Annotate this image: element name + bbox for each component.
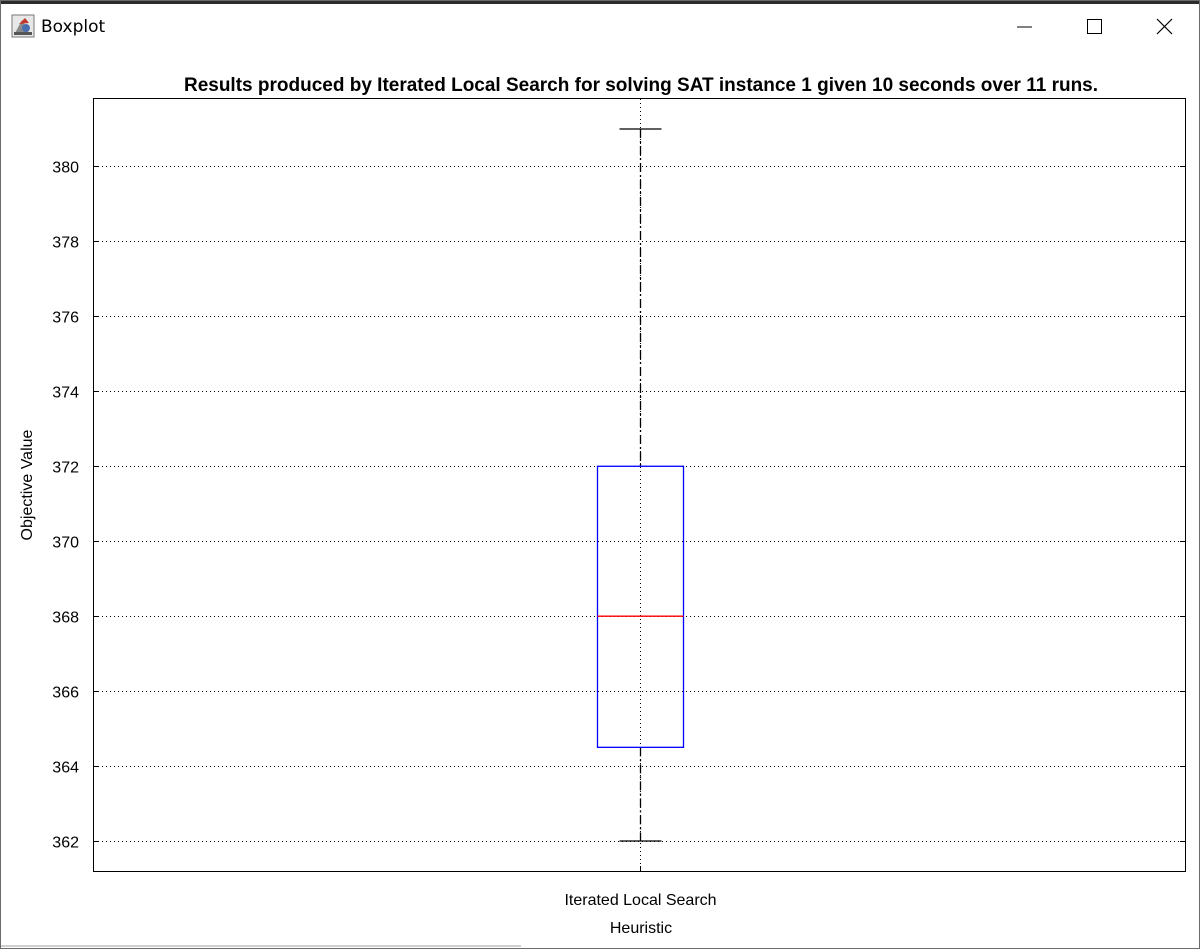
y-tick-label: 372 bbox=[52, 460, 79, 477]
y-axis-ticks: 362 364 366 368 370 372 374 376 378 380 bbox=[52, 160, 1185, 852]
y-tick-label: 370 bbox=[52, 535, 79, 552]
y-tick-label: 378 bbox=[52, 235, 79, 252]
title-bar[interactable]: Boxplot bbox=[1, 4, 1199, 48]
grid-lines bbox=[94, 99, 1185, 871]
x-axis-ticks: Iterated Local Search bbox=[564, 866, 717, 909]
boxplot-chart: Results produced by Iterated Local Searc… bbox=[19, 75, 1186, 937]
y-tick-label: 364 bbox=[52, 760, 79, 777]
chart-title: Results produced by Iterated Local Searc… bbox=[184, 75, 1098, 96]
x-axis-label: Heuristic bbox=[610, 920, 672, 937]
y-tick-label: 380 bbox=[52, 160, 79, 177]
maximize-icon bbox=[1087, 19, 1102, 34]
close-icon bbox=[1156, 18, 1173, 35]
window-title: Boxplot bbox=[41, 17, 106, 37]
close-button[interactable] bbox=[1130, 4, 1200, 48]
y-tick-label: 362 bbox=[52, 835, 79, 852]
x-tick-label: Iterated Local Search bbox=[564, 892, 716, 909]
plot-area bbox=[93, 98, 1186, 872]
maximize-button[interactable] bbox=[1060, 4, 1130, 48]
y-axis-label: Objective Value bbox=[19, 429, 36, 540]
java-app-icon bbox=[11, 14, 35, 38]
window-bottom-edge bbox=[1, 945, 521, 947]
box-layer bbox=[596, 128, 685, 842]
window-top-edge bbox=[1, 1, 1199, 4]
y-tick-label: 374 bbox=[52, 385, 79, 402]
minimize-icon bbox=[1017, 26, 1032, 28]
y-tick-label: 376 bbox=[52, 310, 79, 327]
minimize-button[interactable] bbox=[990, 4, 1060, 48]
y-tick-label: 368 bbox=[52, 610, 79, 627]
iqr-box bbox=[596, 465, 685, 748]
y-tick-label: 366 bbox=[52, 685, 79, 702]
